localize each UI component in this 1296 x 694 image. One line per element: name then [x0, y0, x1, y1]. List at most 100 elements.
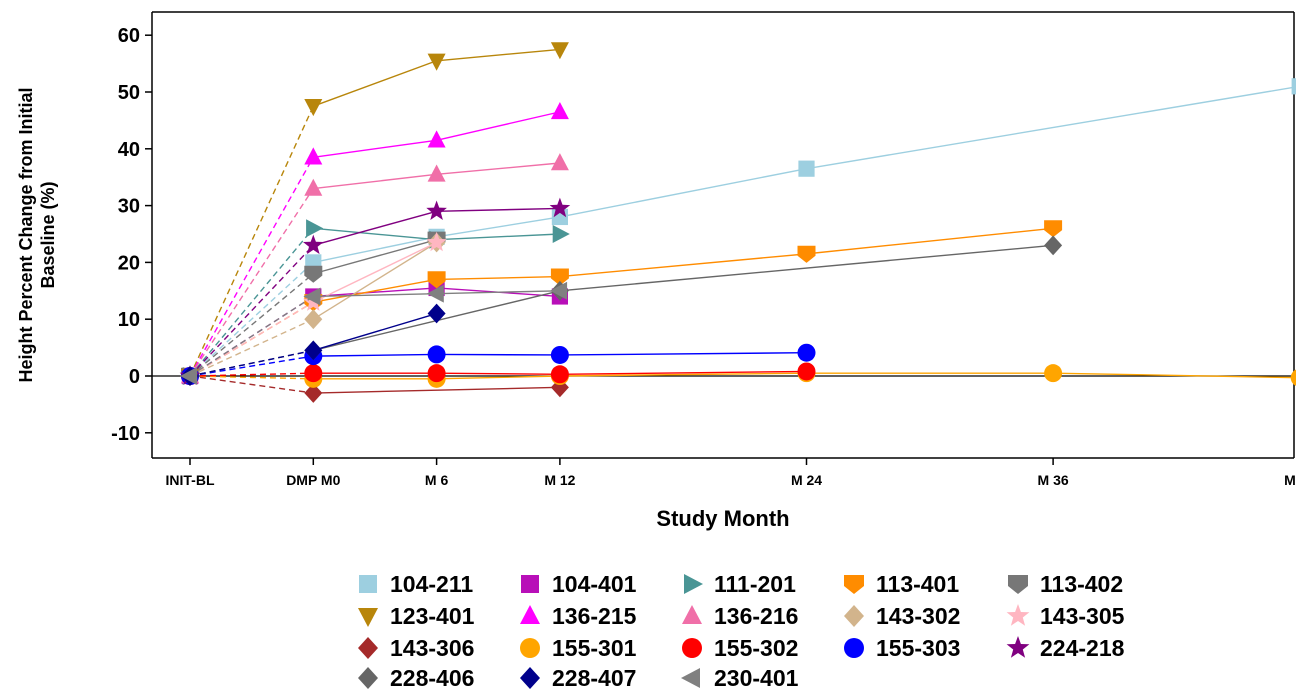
legend-label: 136-216: [714, 603, 798, 629]
series-line-segment: [189, 188, 314, 377]
data-point: [427, 53, 446, 71]
legend-marker: [684, 574, 703, 594]
data-point: [797, 245, 816, 263]
series-line-segment: [189, 375, 314, 380]
series-line-segment: [312, 241, 437, 303]
y-tick-label: 0: [129, 366, 140, 388]
data-point: [1044, 364, 1063, 383]
series-line-segment: [189, 318, 314, 377]
legend-label: 143-305: [1040, 603, 1125, 629]
x-axis-title: Study Month: [656, 506, 789, 531]
legend-marker: [359, 575, 377, 593]
series-155-303: [181, 343, 816, 385]
y-tick-label: 50: [118, 82, 140, 104]
legend-item: 123-401: [358, 603, 475, 629]
data-point: [427, 130, 446, 148]
series-line-segment: [436, 48, 560, 62]
legend-item: 113-401: [844, 571, 959, 597]
data-point: [427, 364, 446, 383]
series-line-segment: [313, 236, 437, 264]
legend-marker: [682, 605, 702, 624]
legend-label: 113-402: [1040, 571, 1123, 597]
legend-marker: [1006, 636, 1030, 658]
series-line-segment: [189, 372, 314, 377]
series-line-segment: [436, 372, 560, 375]
series-line-segment: [189, 349, 314, 377]
legend-item: 136-216: [682, 603, 798, 629]
data-point: [304, 309, 323, 330]
legend-item: 230-401: [681, 665, 799, 691]
legend-marker: [520, 667, 540, 689]
series-line-segment: [436, 216, 561, 238]
series-line-segment: [189, 375, 314, 394]
series-line-segment: [189, 301, 314, 377]
series-line-segment: [313, 139, 437, 159]
x-tick-label: M 6: [425, 472, 449, 488]
plot-area: -10 0 10 20 30 40 50 60 INIT-BL DMP M0 M 6 M 12 M 24…: [111, 11, 1296, 488]
y-tick-label: 30: [118, 196, 140, 218]
data-point: [180, 367, 198, 385]
data-point: [304, 178, 323, 196]
y-tick-label: -10: [111, 423, 140, 445]
legend-marker: [520, 638, 540, 658]
data-point: [798, 160, 815, 177]
legend-label: 224-218: [1040, 635, 1125, 661]
legend-label: 228-407: [552, 665, 636, 691]
series-230-401: [180, 281, 568, 385]
series-line-segment: [313, 239, 437, 275]
series-line-segment: [559, 352, 807, 356]
data-point: [304, 383, 323, 403]
x-tick-label: M 12: [544, 472, 575, 488]
data-point: [306, 219, 324, 238]
legend-item: 143-305: [1006, 603, 1125, 629]
series-line-segment: [559, 372, 807, 377]
series-line-segment: [313, 278, 437, 303]
data-point: [303, 234, 324, 255]
data-point: [304, 340, 323, 361]
legend-item: 136-215: [520, 603, 637, 629]
legend-marker: [358, 637, 378, 659]
legend-item: 228-406: [358, 665, 474, 691]
series-line-segment: [436, 233, 560, 241]
series-line-segment: [313, 386, 560, 394]
series-line-segment: [436, 207, 560, 212]
legend-label: 228-406: [390, 665, 474, 691]
series-line-segment: [559, 167, 807, 218]
legend-item: 228-407: [520, 665, 636, 691]
series-line-segment: [436, 353, 560, 356]
series-line-segment: [313, 292, 437, 298]
series-line-segment: [436, 162, 560, 176]
series-line-segment: [189, 355, 314, 377]
data-point: [550, 153, 569, 171]
x-tick-label: M 24: [791, 472, 822, 488]
series-line-segment: [436, 111, 561, 141]
series-line-segment: [189, 261, 314, 377]
series-143-302: [181, 232, 446, 386]
legend-item: 143-302: [844, 603, 960, 629]
series-line-segment: [559, 244, 1054, 292]
legend-item: 155-303: [844, 635, 960, 661]
data-point: [426, 231, 447, 252]
legend-marker: [358, 667, 378, 689]
y-tick-label: 60: [118, 25, 140, 47]
series-136-215: [181, 102, 569, 384]
y-axis-title-line: Baseline (%): [38, 181, 58, 288]
legend-label: 155-302: [714, 635, 798, 661]
legend-marker: [358, 608, 378, 627]
series-line-segment: [806, 86, 1296, 170]
data-point: [304, 99, 323, 117]
data-point: [304, 265, 323, 283]
data-point: [303, 287, 321, 306]
legend-item: 113-402: [1008, 571, 1123, 597]
series-line-segment: [806, 227, 1054, 255]
series-line-segment: [313, 210, 437, 247]
y-axis-title-line: Height Percent Change from Initial: [16, 87, 36, 382]
data-point: [552, 225, 570, 243]
legend-label: 143-302: [876, 603, 960, 629]
series-line-segment: [189, 295, 314, 377]
legend-label: 143-306: [390, 635, 474, 661]
series-line-segment: [313, 312, 437, 352]
series-line-segment: [189, 227, 314, 377]
legend-label: 104-401: [552, 571, 637, 597]
y-tick-label: 40: [118, 139, 140, 161]
